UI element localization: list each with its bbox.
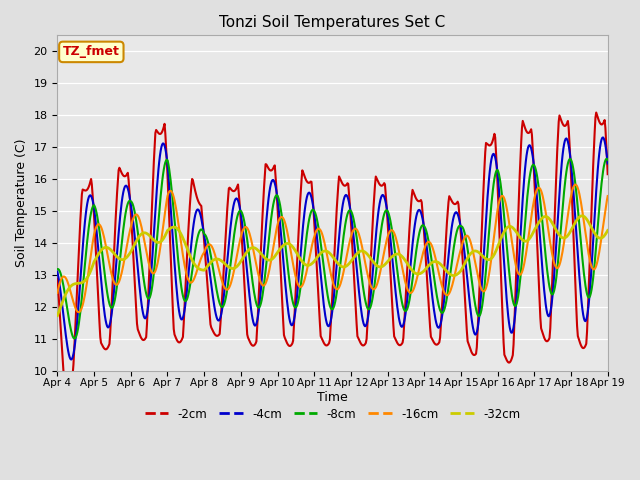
- Y-axis label: Soil Temperature (C): Soil Temperature (C): [15, 139, 28, 267]
- Legend: -2cm, -4cm, -8cm, -16cm, -32cm: -2cm, -4cm, -8cm, -16cm, -32cm: [140, 403, 525, 425]
- Text: TZ_fmet: TZ_fmet: [63, 46, 120, 59]
- X-axis label: Time: Time: [317, 391, 348, 404]
- Title: Tonzi Soil Temperatures Set C: Tonzi Soil Temperatures Set C: [220, 15, 445, 30]
